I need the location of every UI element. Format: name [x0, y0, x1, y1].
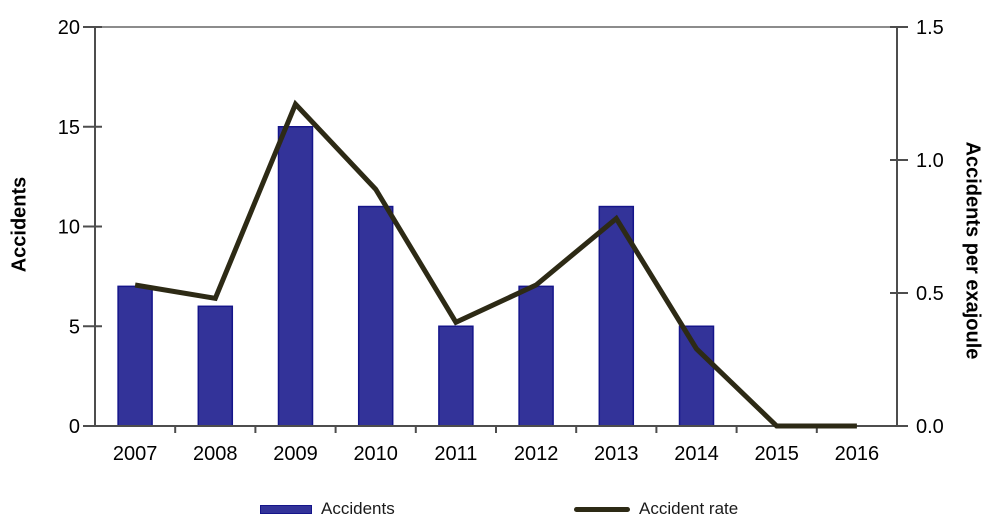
bar-swatch-icon	[260, 504, 312, 514]
bar-2009	[277, 126, 314, 427]
x-axis-label: 2009	[273, 443, 318, 465]
accident-rate-line	[134, 99, 857, 429]
left-axis-tick-label: 5	[69, 316, 80, 338]
legend-label-accident-rate: Accident rate	[639, 499, 739, 518]
x-axis-label: 2014	[674, 443, 719, 465]
bar-2007	[117, 285, 153, 427]
right-axis-tick-label: 0.0	[916, 416, 944, 438]
x-axis-label: 2011	[434, 443, 477, 465]
x-axis-label: 2015	[754, 443, 799, 465]
x-axis-label: 2016	[835, 443, 880, 465]
x-axis-label: 2013	[594, 443, 639, 465]
right-axis-tick-label: 0.5	[916, 283, 944, 305]
left-axis-tick-label: 15	[58, 117, 80, 139]
x-axis-label: 2008	[193, 443, 238, 465]
legend-label-accidents: Accidents	[321, 499, 395, 518]
bar-2014	[678, 325, 715, 427]
legend-item-accidents: Accidents	[260, 499, 395, 519]
x-axis-label: 2012	[514, 443, 559, 465]
left-axis-tick-label: 20	[58, 17, 80, 39]
x-axis-label: 2010	[353, 443, 398, 465]
bar-2010	[357, 205, 394, 427]
legend-item-accident-rate: Accident rate	[574, 499, 738, 519]
line-swatch-icon	[574, 506, 630, 512]
right-axis-tick-label: 1.0	[916, 150, 944, 172]
right-axis-tick-label: 1.5	[916, 17, 944, 39]
left-axis-tick-label: 0	[69, 416, 80, 438]
bar-2012	[518, 285, 554, 427]
bar-2011	[438, 325, 474, 427]
left-axis-tick-label: 10	[58, 217, 80, 239]
x-axis-label: 2007	[113, 443, 158, 465]
bar-2008	[197, 305, 234, 427]
